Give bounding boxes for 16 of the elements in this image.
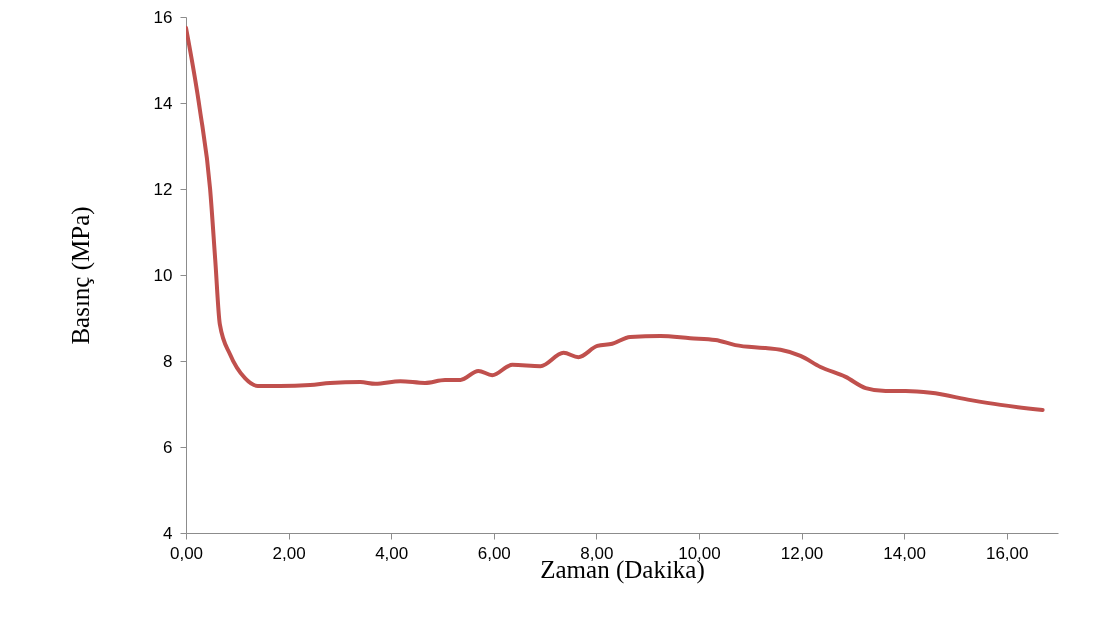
y-tick-label: 4 [163,523,173,543]
y-tick-label: 12 [153,179,173,199]
line-series [186,25,1045,413]
y-tick-label: 16 [153,7,173,27]
y-tick-label: 8 [163,351,173,371]
x-tick-label: 0,00 [169,543,204,563]
x-tick-label: 16,00 [985,543,1029,563]
y-axis-title: Basınç (MPa) [66,206,95,345]
x-tick-label: 6,00 [477,543,511,563]
y-tick-label: 6 [163,437,173,457]
x-tick-label: 2,00 [272,543,306,563]
y-tick-label: 10 [153,265,173,285]
x-tick-label: 12,00 [780,543,824,563]
x-tick-label: 14,00 [883,543,926,563]
y-tick-label: 14 [153,93,173,113]
x-tick-label: 4,00 [375,543,409,563]
